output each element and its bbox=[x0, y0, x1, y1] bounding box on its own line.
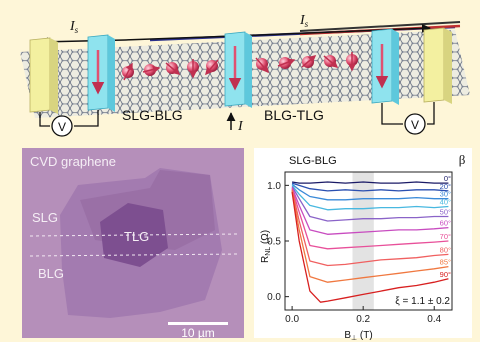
spin-precession bbox=[122, 52, 358, 81]
voltmeter-icon bbox=[404, 113, 426, 135]
series-line bbox=[292, 181, 449, 184]
series-line bbox=[291, 187, 449, 235]
voltmeter-icon bbox=[51, 115, 73, 137]
x-tick-label: 0.4 bbox=[427, 314, 441, 325]
spin-icon bbox=[205, 59, 219, 76]
optical-micrograph bbox=[22, 148, 244, 338]
x-tick-label: 0.2 bbox=[356, 314, 370, 325]
voltmeter-circuit-right bbox=[381, 102, 435, 135]
x-tick-label: 0.0 bbox=[285, 314, 299, 325]
spin-icon bbox=[142, 64, 161, 76]
y-tick-label: 0.5 bbox=[267, 237, 281, 248]
series-line bbox=[291, 184, 449, 211]
series-line bbox=[291, 191, 449, 303]
current-label-right: Is bbox=[299, 13, 309, 29]
micrograph-label-tlg: TLG bbox=[124, 229, 149, 244]
plot-layer: 0.0 0.2 0.4 0.0 0.5 1.0 0°20°30°40°50° 60° 70° 80… bbox=[260, 152, 466, 342]
y-tick-label: 1.0 bbox=[267, 181, 281, 192]
series-label: 20° bbox=[440, 182, 451, 191]
series-line bbox=[291, 190, 449, 283]
voltmeter-left-label: V bbox=[58, 120, 66, 134]
series-label: 85° bbox=[440, 258, 451, 267]
spin-icon bbox=[323, 55, 339, 68]
scalebar bbox=[168, 322, 228, 325]
series-line bbox=[291, 188, 449, 250]
xi-annotation: ξ = 1.1 ± 0.2 bbox=[395, 296, 450, 307]
micrograph-label-blg: BLG bbox=[38, 266, 64, 281]
gold-contact-left bbox=[29, 37, 58, 114]
label-slg-blg: SLG-BLG bbox=[122, 107, 183, 123]
y-axis-label: RNL (Ω) bbox=[260, 230, 272, 263]
shaded-band bbox=[352, 172, 374, 310]
cyan-contact-left bbox=[87, 34, 115, 112]
spin-icon bbox=[301, 55, 317, 68]
series-label: 50° bbox=[440, 208, 451, 217]
micrograph-label-slg: SLG bbox=[32, 210, 58, 225]
plot-title: SLG-BLG bbox=[289, 155, 337, 167]
y-tick-label: 0.0 bbox=[267, 292, 281, 303]
voltmeter-circuit-left bbox=[39, 110, 99, 137]
spin-icon bbox=[122, 62, 134, 81]
spin-icon bbox=[346, 52, 358, 72]
cyan-contact-middle bbox=[224, 31, 252, 108]
series-label: 30° bbox=[440, 190, 451, 199]
micrograph-title: CVD graphene bbox=[30, 154, 116, 169]
device-schematic: Is Is bbox=[20, 13, 470, 137]
spin-icon bbox=[255, 57, 269, 74]
injection-current-label: I bbox=[237, 119, 244, 134]
x-axis-label: B⊥ (T) bbox=[344, 330, 372, 342]
cut-line-blg bbox=[29, 253, 241, 257]
label-blg-tlg: BLG-TLG bbox=[264, 107, 324, 123]
series-label: 80° bbox=[440, 245, 451, 254]
spin-icon bbox=[277, 57, 296, 69]
current-label-left: Is bbox=[69, 19, 79, 35]
series-line bbox=[291, 189, 449, 267]
cyan-contact-right bbox=[371, 28, 399, 105]
cut-line-slg bbox=[29, 233, 241, 237]
legend-title: β bbox=[459, 152, 466, 167]
spin-icon bbox=[187, 59, 199, 79]
series-label: 60° bbox=[440, 219, 451, 228]
spin-current-right-arrow bbox=[234, 23, 431, 37]
scalebar-label: 10 µm bbox=[181, 326, 215, 340]
series-label: 40° bbox=[440, 198, 451, 207]
series-line bbox=[291, 182, 449, 192]
voltmeter-right-label: V bbox=[411, 118, 419, 132]
series-label: 70° bbox=[440, 232, 451, 241]
gold-contact-right bbox=[423, 27, 452, 104]
series-label: 0° bbox=[444, 174, 451, 183]
spin-icon bbox=[165, 62, 181, 75]
series-line bbox=[291, 183, 449, 201]
series-label: 90° bbox=[440, 270, 451, 279]
series-line bbox=[291, 186, 449, 222]
rnl-plot: 0.0 0.2 0.4 0.0 0.5 1.0 0°20°30°40°50° 60° 70° 80… bbox=[254, 148, 472, 342]
